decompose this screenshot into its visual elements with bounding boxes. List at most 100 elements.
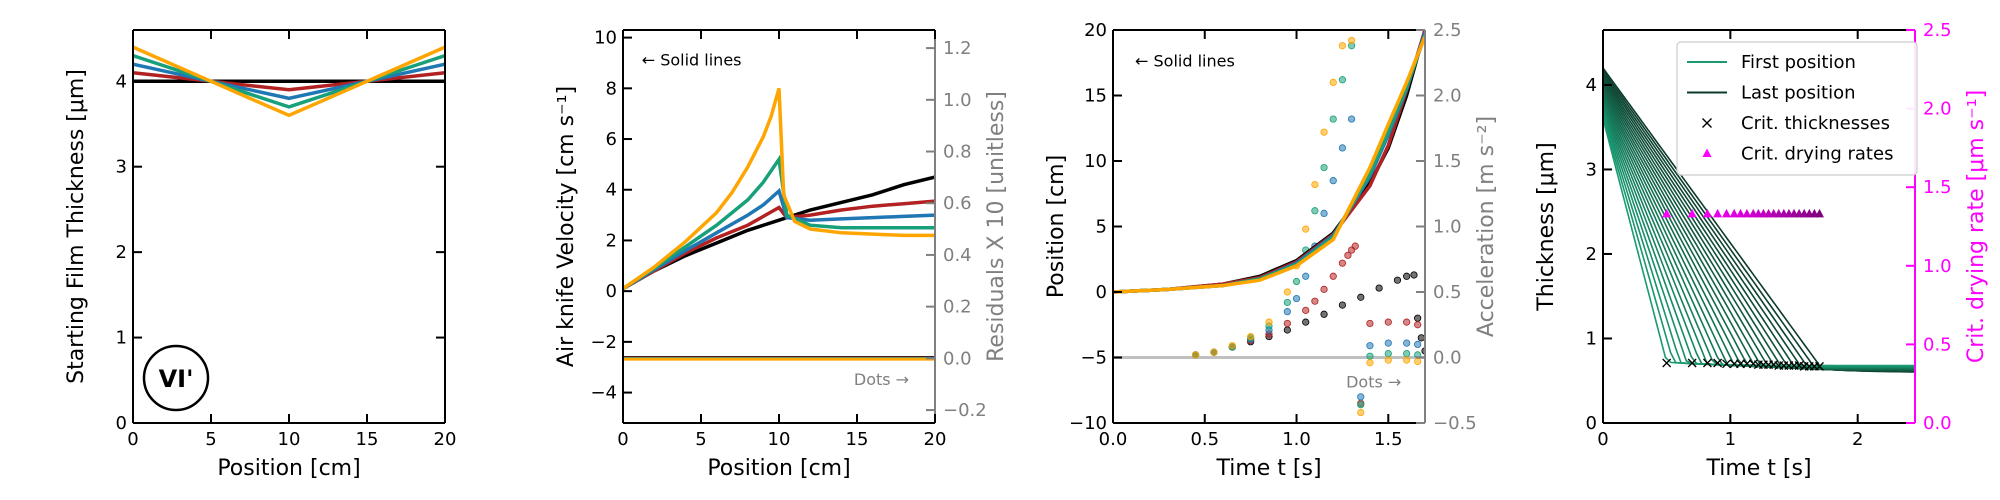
acceleration-dot-orange [1247,332,1255,341]
y-tick-label: 5 [1096,217,1107,238]
y-tick-label: 2 [116,242,127,263]
acceleration-dot-blue [1292,294,1301,303]
series-line-orange [132,45,446,118]
y-tick-label: 4 [606,180,617,201]
y-tick-label: 10 [1084,151,1107,172]
acceleration-dot-red [1311,297,1319,305]
x-tick-label: 15 [846,429,869,450]
acceleration-dot-red [1344,251,1352,259]
crit-thickness-marker [1815,361,1824,371]
y-axis-label: Air knife Velocity [cm s⁻¹] [554,86,579,367]
x-axis-label: Position [cm] [707,456,850,481]
series-line-green [623,154,935,291]
y2-tick-label: 1.2 [943,38,972,59]
x-axis-label: Time t [s] [1215,456,1321,481]
y-tick-label: −2 [590,332,617,353]
acceleration-dot-red [1320,285,1328,293]
acceleration-dot-green [1403,349,1411,358]
acceleration-dot-orange [1210,348,1218,356]
crit-drying-rate-marker [1662,208,1672,218]
acceleration-dot-green [1366,352,1374,360]
x-tick-label: 0 [617,429,628,450]
legend-x-swatch [1702,118,1712,128]
x-tick-label: 0.0 [1099,429,1128,450]
acceleration-dot-black [1414,314,1422,322]
y-tick-label: 1 [116,328,127,349]
acceleration-dot-orange [1283,288,1291,296]
y2-axis-label: Crit. drying rate [μm s⁻¹] [1964,90,1989,363]
y2-tick-label: 0.0 [1433,348,1462,369]
acceleration-dot-black [1302,318,1310,326]
panel-label-circle [142,344,210,412]
y-tick-label: 2 [1586,244,1597,265]
y2-tick-label: 0.0 [943,348,972,369]
y2-tick-label: 1.5 [1433,151,1462,172]
acceleration-dot-green [1357,401,1365,409]
legend-triangle-swatch [1702,148,1712,157]
acceleration-dot-orange [1265,318,1273,326]
acceleration-dot-blue [1302,272,1310,280]
crit-thickness-marker [1729,359,1739,369]
acceleration-dot-orange [1357,408,1365,417]
panel-thickness-drying: 0 1 2 0 1 2 3 4 0.0 0.5 1.0 1.5 2.0 2.5 Time t [s] Thic… [1534,20,1989,481]
acceleration-dot-orange [1414,357,1422,366]
acceleration-dot-black [1357,293,1365,301]
acceleration-dot-orange [1403,356,1411,364]
x-tick-label: 10 [768,429,791,450]
acceleration-dot-red [1329,272,1337,280]
y-tick-label: 10 [594,28,617,49]
series-line-red [132,70,446,92]
y-axis-label: Thickness [μm] [1534,142,1559,311]
acceleration-dot-orange [1320,128,1328,136]
x-tick-label: 0 [127,429,138,450]
acceleration-dot-black [1375,284,1383,292]
y2-tick-label: 2.5 [1433,20,1462,41]
y2-tick-label: 1.0 [1433,217,1462,238]
y2-tick-label: 2.5 [1923,20,1952,41]
acceleration-dot-green [1329,115,1337,123]
y2-tick-label: 0.6 [943,193,972,214]
panel-air-knife-velocity: 0 5 10 15 20 −4 −2 0 2 4 6 8 10 −0.2 0.0 0.2 0.4 0.6 0.8 1.… [554,28,1009,481]
x-tick-label: 1.5 [1374,429,1403,450]
series-line-blue [623,187,935,291]
acceleration-dot-orange [1366,359,1374,367]
y-tick-label: 0 [116,413,127,434]
y-tick-label: 3 [1586,159,1597,180]
annotation: ← Solid lines [642,50,742,69]
y-tick-label: 1 [1586,328,1597,349]
acceleration-dot-blue [1283,308,1291,316]
x-tick-label: 20 [924,429,947,450]
legend-label: Last position [1741,83,1856,104]
y2-tick-label: 1.0 [943,90,972,111]
acceleration-dot-green [1292,277,1301,286]
x-axis-label: Time t [s] [1705,456,1811,481]
y2-tick-label: 0.8 [943,142,972,163]
y-tick-label: 20 [1084,20,1107,41]
legend-box [1676,41,1918,176]
acceleration-dot-black [1320,310,1328,318]
y2-tick-label: 2.0 [1433,86,1462,107]
acceleration-dot-red [1414,321,1422,329]
crit-drying-rate-marker [1736,208,1746,218]
acceleration-dot-black [1417,334,1425,342]
y-tick-label: 8 [606,78,617,99]
acceleration-dot-green [1338,76,1347,84]
y-tick-label: 15 [1084,86,1107,107]
crit-thickness-marker [1662,358,1672,368]
y2-axis-label: Residuals X 10 [unitless] [984,91,1009,362]
x-tick-label: 5 [695,429,706,450]
acceleration-dot-blue [1357,393,1365,401]
acceleration-dot-red [1403,318,1411,326]
y2-tick-label: 1.5 [1923,177,1952,198]
crit-thickness-marker [1687,358,1697,368]
y2-tick-label: 2.0 [1923,99,1952,120]
crit-thickness-marker [1713,358,1723,368]
acceleration-dot-black [1393,276,1402,284]
series-line-green [132,53,446,109]
acceleration-dot-green [1283,298,1291,307]
y-tick-label: 0 [606,281,617,302]
legend-label: First position [1741,52,1856,73]
y2-tick-label: −0.5 [1433,413,1477,434]
crit-thickness-marker [1702,358,1712,368]
